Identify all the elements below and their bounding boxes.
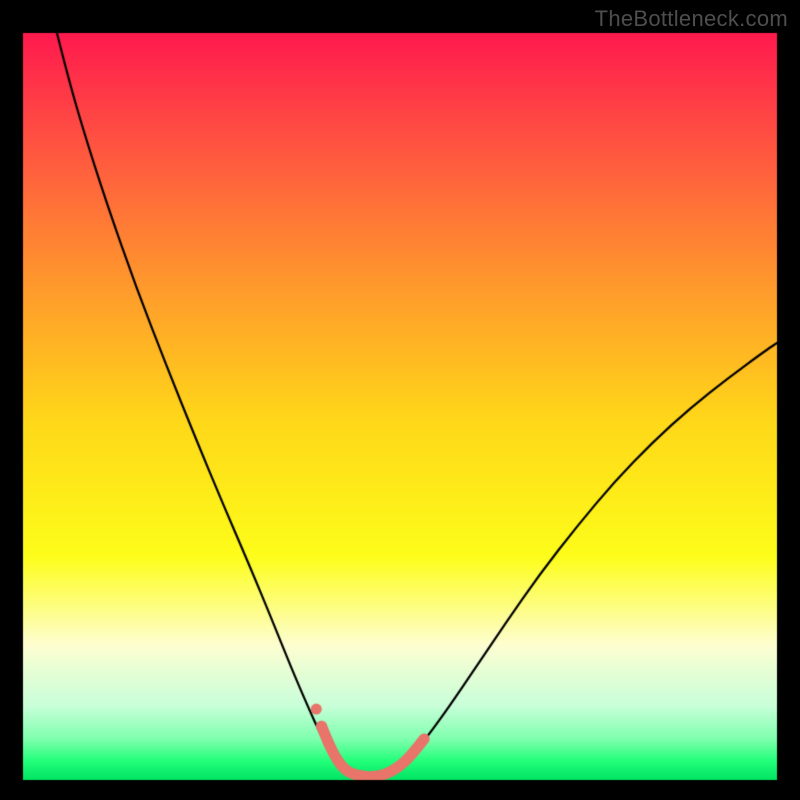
watermark-text: TheBottleneck.com (595, 6, 788, 32)
chart-container: TheBottleneck.com (0, 0, 800, 800)
bottleneck-chart-canvas (0, 0, 800, 800)
